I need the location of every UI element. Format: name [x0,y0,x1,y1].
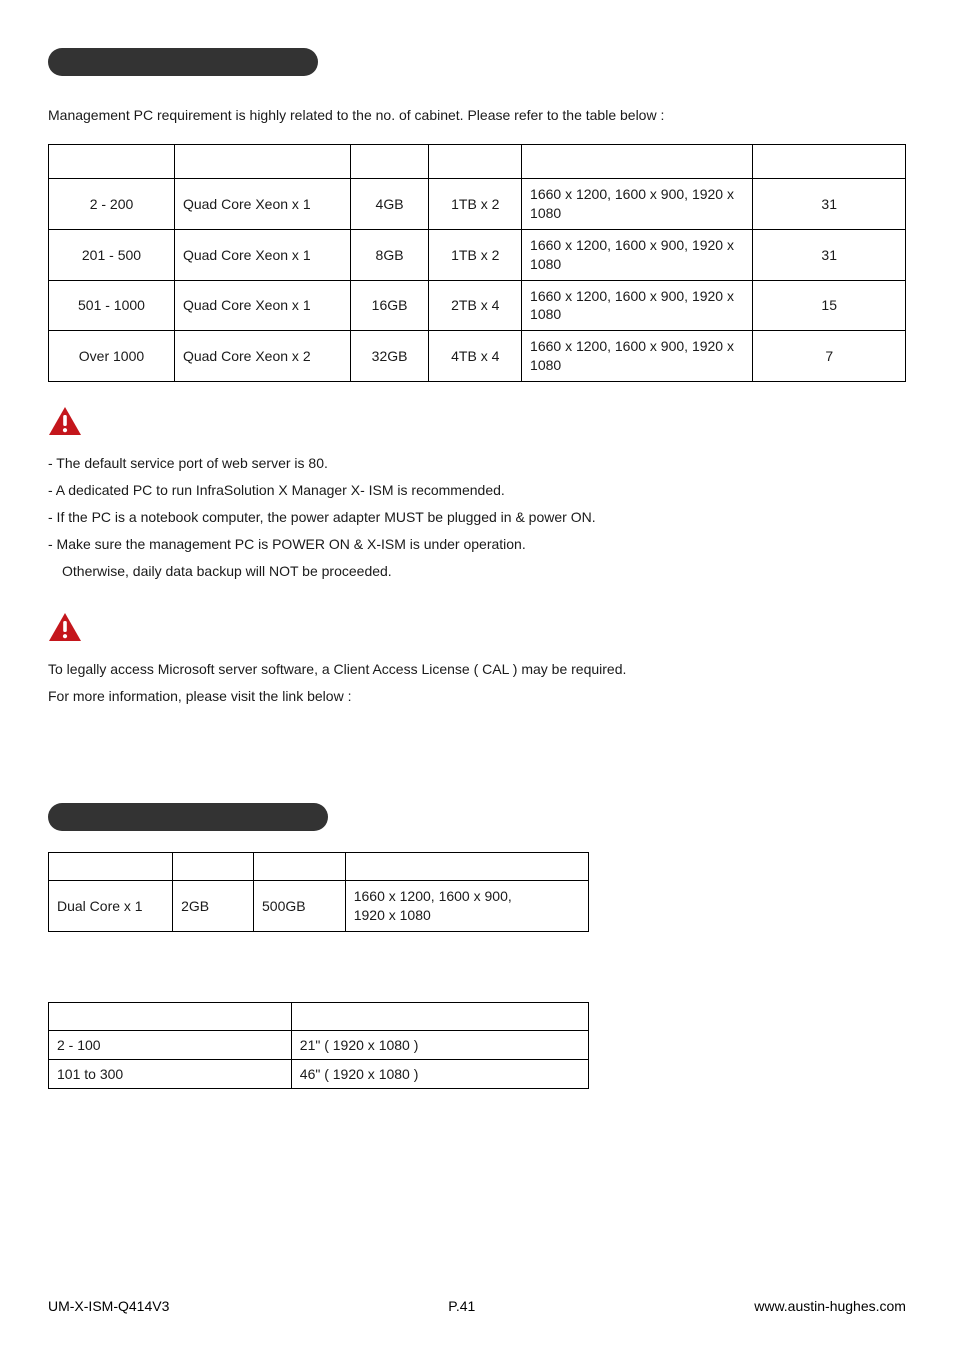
col-header [350,145,429,179]
cell-resolution: 1660 x 1200, 1600 x 900, 1920 x 1080 [522,179,753,230]
cell-cabinets: Over 1000 [49,331,175,382]
table-row: 2 - 100 21" ( 1920 x 1080 ) [49,1030,589,1059]
cell-monitor: 46" ( 1920 x 1080 ) [291,1059,588,1088]
cell-cpu: Quad Core Xeon x 1 [174,229,350,280]
cell-value: 31 [753,229,906,280]
cell-hdd: 4TB x 4 [429,331,522,382]
table-row: Dual Core x 1 2GB 500GB 1660 x 1200, 160… [49,881,589,932]
page-footer: UM-X-ISM-Q414V3 P.41 www.austin-hughes.c… [48,1298,906,1314]
cell-cabinets: 201 - 500 [49,229,175,280]
table-row: 2 - 200 Quad Core Xeon x 1 4GB 1TB x 2 1… [49,179,906,230]
monitor-table: 2 - 100 21" ( 1920 x 1080 ) 101 to 300 4… [48,1002,589,1089]
cell-cabinets: 2 - 200 [49,179,175,230]
footer-page-number: P.41 [448,1298,475,1314]
note-line: Otherwise, daily data backup will NOT be… [48,561,906,582]
table-header-row [49,853,589,881]
cell-value: 31 [753,179,906,230]
col-header [753,145,906,179]
table-row: 101 to 300 46" ( 1920 x 1080 ) [49,1059,589,1088]
intro-text: Management PC requirement is highly rela… [48,105,906,126]
note-line: To legally access Microsoft server softw… [48,659,906,680]
col-header [174,145,350,179]
cell-hdd: 2TB x 4 [429,280,522,331]
cell-cpu: Dual Core x 1 [49,881,173,932]
col-header [291,1002,588,1030]
cell-resolution: 1660 x 1200, 1600 x 900, 1920 x 1080 [345,881,588,932]
license-notes: To legally access Microsoft server softw… [48,659,906,707]
cell-ram: 32GB [350,331,429,382]
table-header-row [49,145,906,179]
footer-url: www.austin-hughes.com [754,1298,906,1314]
col-header [254,853,346,881]
section-pill-2 [48,803,328,831]
col-header [429,145,522,179]
warning-notes: - The default service port of web server… [48,453,906,582]
cell-cabinets: 2 - 100 [49,1030,292,1059]
col-header [49,145,175,179]
cell-value: 7 [753,331,906,382]
cell-cpu: Quad Core Xeon x 1 [174,179,350,230]
cell-resolution: 1660 x 1200, 1600 x 900, 1920 x 1080 [522,229,753,280]
section-pill-1 [48,48,318,76]
cell-ram: 2GB [173,881,254,932]
note-line: - If the PC is a notebook computer, the … [48,507,906,528]
cell-ram: 4GB [350,179,429,230]
cell-cabinets: 101 to 300 [49,1059,292,1088]
cell-monitor: 21" ( 1920 x 1080 ) [291,1030,588,1059]
warning-icon [48,406,82,436]
cell-ram: 8GB [350,229,429,280]
col-header [173,853,254,881]
table-row: Over 1000 Quad Core Xeon x 2 32GB 4TB x … [49,331,906,382]
cell-value: 15 [753,280,906,331]
cell-hdd: 1TB x 2 [429,229,522,280]
col-header [49,853,173,881]
note-line: For more information, please visit the l… [48,686,906,707]
col-header [522,145,753,179]
cell-cpu: Quad Core Xeon x 1 [174,280,350,331]
warning-icon [48,612,82,642]
footer-doc-id: UM-X-ISM-Q414V3 [48,1298,169,1314]
cell-resolution: 1660 x 1200, 1600 x 900, 1920 x 1080 [522,280,753,331]
table-header-row [49,1002,589,1030]
col-header [345,853,588,881]
note-line: - The default service port of web server… [48,453,906,474]
cell-ram: 16GB [350,280,429,331]
requirements-table: 2 - 200 Quad Core Xeon x 1 4GB 1TB x 2 1… [48,144,906,382]
cell-cabinets: 501 - 1000 [49,280,175,331]
cell-hdd: 1TB x 2 [429,179,522,230]
note-line: - A dedicated PC to run InfraSolution X … [48,480,906,501]
note-line: - Make sure the management PC is POWER O… [48,534,906,555]
col-header [49,1002,292,1030]
table-row: 501 - 1000 Quad Core Xeon x 1 16GB 2TB x… [49,280,906,331]
table-row: 201 - 500 Quad Core Xeon x 1 8GB 1TB x 2… [49,229,906,280]
cell-resolution: 1660 x 1200, 1600 x 900, 1920 x 1080 [522,331,753,382]
cell-hdd: 500GB [254,881,346,932]
client-table: Dual Core x 1 2GB 500GB 1660 x 1200, 160… [48,852,589,932]
cell-cpu: Quad Core Xeon x 2 [174,331,350,382]
